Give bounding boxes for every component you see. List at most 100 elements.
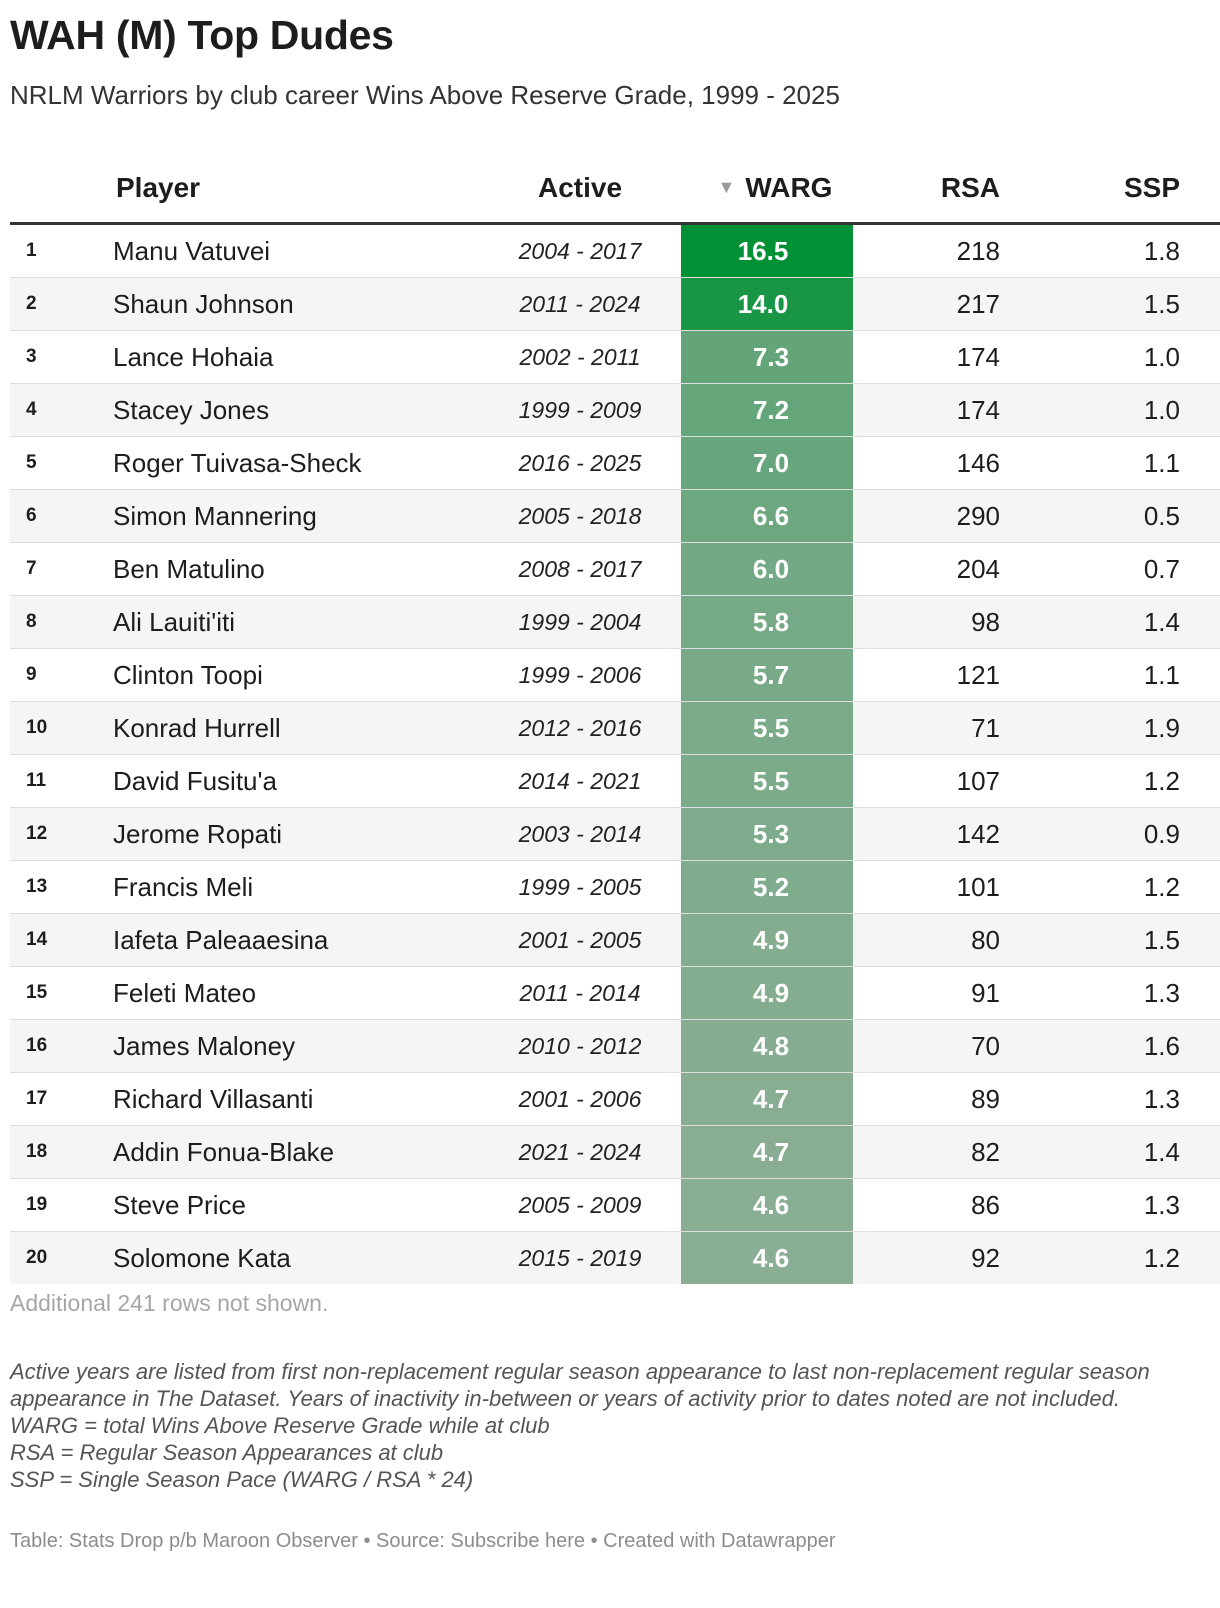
header-player[interactable]: Player bbox=[116, 172, 201, 203]
ssp-cell: 1.0 bbox=[1143, 342, 1180, 372]
ssp-cell: 1.2 bbox=[1143, 1243, 1180, 1273]
rank-cell: 9 bbox=[26, 664, 37, 685]
note-rsa: RSA = Regular Season Appearances at club bbox=[10, 1440, 444, 1465]
table-row: 13 Francis Meli 1999 - 2005 5.2 101 1.2 bbox=[10, 861, 1220, 914]
ssp-cell: 1.3 bbox=[1143, 978, 1180, 1008]
sort-descending-icon: ▼ bbox=[717, 177, 736, 198]
rank-cell: 7 bbox=[26, 558, 37, 579]
active-cell: 2011 - 2014 bbox=[519, 980, 641, 1006]
rank-cell: 17 bbox=[26, 1088, 48, 1109]
header-warg[interactable]: ▼ WARG bbox=[700, 172, 850, 204]
table-body: 1 Manu Vatuvei 2004 - 2017 16.5 218 1.8 2 Shaun… bbox=[10, 225, 1220, 1284]
ssp-cell: 1.3 bbox=[1143, 1084, 1180, 1114]
rank-cell: 15 bbox=[26, 982, 48, 1003]
active-cell: 2010 - 2012 bbox=[518, 1033, 642, 1059]
table-row: 1 Manu Vatuvei 2004 - 2017 16.5 218 1.8 bbox=[10, 225, 1220, 278]
table-row: 12 Jerome Ropati 2003 - 2014 5.3 142 0.9 bbox=[10, 808, 1220, 861]
table-row: 6 Simon Mannering 2005 - 2018 6.6 290 0.5 bbox=[10, 490, 1220, 543]
rsa-cell: 80 bbox=[971, 925, 1000, 955]
rsa-cell: 89 bbox=[971, 1084, 1000, 1114]
warg-cell: 5.2 bbox=[681, 861, 853, 913]
more-rows-note: Additional 241 rows not shown. bbox=[10, 1290, 329, 1316]
rsa-cell: 98 bbox=[971, 607, 1000, 637]
warg-cell: 4.7 bbox=[681, 1126, 853, 1178]
header-active[interactable]: Active bbox=[537, 172, 623, 203]
rsa-cell: 290 bbox=[956, 501, 1000, 531]
player-cell: Simon Mannering bbox=[113, 501, 317, 531]
header-ssp[interactable]: SSP bbox=[1123, 172, 1180, 203]
ssp-cell: 1.5 bbox=[1143, 925, 1180, 955]
table-row: 8 Ali Lauiti'iti 1999 - 2004 5.8 98 1.4 bbox=[10, 596, 1220, 649]
active-cell: 2001 - 2005 bbox=[518, 927, 642, 953]
ssp-cell: 1.3 bbox=[1143, 1190, 1180, 1220]
ssp-cell: 1.8 bbox=[1143, 236, 1180, 266]
warg-cell: 5.8 bbox=[681, 596, 853, 648]
active-cell: 1999 - 2005 bbox=[518, 874, 642, 900]
header-rsa[interactable]: RSA bbox=[940, 172, 1000, 203]
warg-cell: 5.3 bbox=[681, 808, 853, 860]
rank-cell: 12 bbox=[26, 823, 48, 844]
ssp-cell: 1.4 bbox=[1143, 1137, 1180, 1167]
active-cell: 2012 - 2016 bbox=[518, 715, 642, 741]
ssp-cell: 1.1 bbox=[1143, 660, 1180, 690]
warg-cell: 5.5 bbox=[681, 702, 853, 754]
player-cell: Shaun Johnson bbox=[113, 289, 294, 319]
note-ssp: SSP = Single Season Pace (WARG / RSA * 2… bbox=[10, 1467, 474, 1492]
player-cell: Clinton Toopi bbox=[113, 660, 263, 690]
active-cell: 2008 - 2017 bbox=[518, 556, 642, 582]
ssp-cell: 1.0 bbox=[1143, 395, 1180, 425]
rsa-cell: 107 bbox=[956, 766, 1000, 796]
page-subtitle: NRLM Warriors by club career Wins Above … bbox=[10, 80, 840, 110]
active-cell: 2005 - 2018 bbox=[518, 503, 642, 529]
warg-cell: 5.7 bbox=[681, 649, 853, 701]
rank-cell: 5 bbox=[26, 452, 37, 473]
rsa-cell: 91 bbox=[971, 978, 1000, 1008]
warg-cell: 4.8 bbox=[681, 1020, 853, 1072]
player-cell: Ben Matulino bbox=[113, 554, 265, 584]
rsa-cell: 101 bbox=[956, 872, 1000, 902]
player-cell: Lance Hohaia bbox=[113, 342, 274, 372]
warg-cell: 7.2 bbox=[681, 384, 853, 436]
rank-cell: 3 bbox=[26, 346, 37, 367]
table-row: 7 Ben Matulino 2008 - 2017 6.0 204 0.7 bbox=[10, 543, 1220, 596]
active-cell: 2021 - 2024 bbox=[518, 1139, 642, 1165]
rank-cell: 1 bbox=[26, 240, 37, 261]
rank-cell: 13 bbox=[26, 876, 48, 897]
player-cell: Richard Villasanti bbox=[113, 1084, 314, 1114]
header-warg-label: WARG bbox=[745, 172, 833, 203]
table-row: 14 Iafeta Paleaaesina 2001 - 2005 4.9 80 1.5 bbox=[10, 914, 1220, 967]
player-cell: Roger Tuivasa-Sheck bbox=[113, 448, 362, 478]
rsa-cell: 146 bbox=[956, 448, 1000, 478]
warg-cell: 6.0 bbox=[681, 543, 853, 595]
player-cell: Manu Vatuvei bbox=[113, 236, 271, 266]
active-cell: 2005 - 2009 bbox=[518, 1192, 642, 1218]
rsa-cell: 217 bbox=[956, 289, 1000, 319]
table-row: 9 Clinton Toopi 1999 - 2006 5.7 121 1.1 bbox=[10, 649, 1220, 702]
table-row: 15 Feleti Mateo 2011 - 2014 4.9 91 1.3 bbox=[10, 967, 1220, 1020]
rsa-cell: 204 bbox=[956, 554, 1000, 584]
warg-cell: 16.5 bbox=[681, 225, 853, 277]
ssp-cell: 1.2 bbox=[1143, 766, 1180, 796]
note-active-years: Active years are listed from first non-r… bbox=[10, 1359, 1150, 1411]
note-warg: WARG = total Wins Above Reserve Grade wh… bbox=[10, 1413, 550, 1438]
table-row: 11 David Fusitu'a 2014 - 2021 5.5 107 1.2 bbox=[10, 755, 1220, 808]
player-cell: Ali Lauiti'iti bbox=[113, 607, 236, 637]
ssp-cell: 1.5 bbox=[1143, 289, 1180, 319]
warg-cell: 4.9 bbox=[681, 967, 853, 1019]
warg-cell: 4.6 bbox=[681, 1232, 853, 1284]
rank-cell: 4 bbox=[26, 399, 37, 420]
rsa-cell: 142 bbox=[956, 819, 1000, 849]
ssp-cell: 0.7 bbox=[1143, 554, 1180, 584]
ssp-cell: 1.2 bbox=[1143, 872, 1180, 902]
active-cell: 2015 - 2019 bbox=[518, 1245, 642, 1271]
warg-cell: 14.0 bbox=[681, 278, 853, 330]
table-row: 20 Solomone Kata 2015 - 2019 4.6 92 1.2 bbox=[10, 1232, 1220, 1284]
active-cell: 2016 - 2025 bbox=[518, 450, 642, 476]
player-cell: Solomone Kata bbox=[113, 1243, 291, 1273]
table-row: 3 Lance Hohaia 2002 - 2011 7.3 174 1.0 bbox=[10, 331, 1220, 384]
rank-cell: 6 bbox=[26, 505, 37, 526]
rank-cell: 14 bbox=[26, 929, 48, 950]
rsa-cell: 71 bbox=[971, 713, 1000, 743]
rank-cell: 11 bbox=[26, 770, 47, 791]
table-footer: Table: Stats Drop p/b Maroon Observer • … bbox=[10, 1530, 836, 1552]
